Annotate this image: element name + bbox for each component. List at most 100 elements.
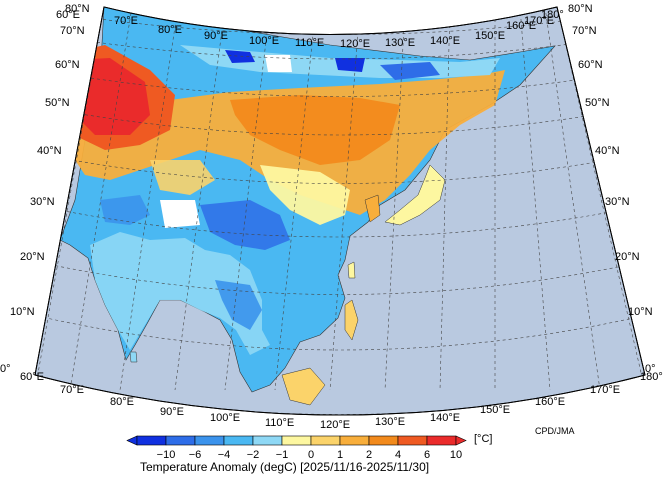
longitude-label-top: 160°E bbox=[506, 20, 536, 32]
longitude-label-bottom: 70°E bbox=[60, 384, 84, 396]
longitude-label-top: 120°E bbox=[340, 38, 370, 50]
latitude-line bbox=[35, 65, 645, 97]
anomaly-zone-blue-2 bbox=[215, 280, 262, 330]
colorbar-bin bbox=[368, 435, 399, 446]
landmass-sri-lanka bbox=[129, 351, 138, 363]
longitude-label-top: 150°E bbox=[475, 30, 505, 42]
latitude-label-left: 60°N bbox=[55, 59, 80, 71]
latitude-line bbox=[35, 149, 645, 184]
longitude-label-top: 80°E bbox=[158, 24, 182, 36]
longitude-line bbox=[119, 7, 179, 391]
colorbar-tick-label: −4 bbox=[218, 449, 231, 461]
colorbar-bin bbox=[194, 435, 225, 446]
latitude-label-right: 60°N bbox=[578, 59, 603, 71]
colorbar-bin bbox=[223, 435, 254, 446]
latitude-line bbox=[35, 102, 645, 136]
no-data-patch-1 bbox=[160, 200, 200, 228]
latitude-label-right: 30°N bbox=[605, 196, 630, 208]
landmass-philippines bbox=[344, 299, 359, 341]
colorbar-arrow-right bbox=[455, 435, 467, 446]
longitude-label-bottom: 80°E bbox=[110, 396, 134, 408]
longitude-line bbox=[439, 7, 451, 391]
longitude-line bbox=[174, 7, 226, 391]
colorbar-bin bbox=[252, 435, 283, 446]
colorbar-tick-label: 0 bbox=[308, 449, 314, 461]
latitude-label-left: 0° bbox=[0, 363, 11, 375]
latitude-label-left: 10°N bbox=[10, 306, 35, 318]
longitude-label-bottom: 100°E bbox=[210, 412, 240, 424]
longitude-label-bottom: 60°E bbox=[20, 371, 44, 383]
colorbar-tick-label: −6 bbox=[189, 449, 202, 461]
credit-label: CPD/JMA bbox=[535, 426, 575, 436]
longitude-line bbox=[274, 7, 317, 391]
longitude-label-bottom: 110°E bbox=[265, 417, 294, 429]
longitude-label-top: 140°E bbox=[430, 35, 460, 47]
latitude-label-left: 70°N bbox=[60, 25, 85, 37]
longitude-label-bottom: 170°E bbox=[590, 384, 620, 396]
colorbar-bin bbox=[281, 435, 312, 446]
colorbar-unit-label: [°C] bbox=[474, 433, 492, 445]
latitude-labels-left: 80°N 70°N 60°N 50°N 40°N 30°N 20°N 10°N 0° bbox=[0, 3, 90, 375]
anomaly-zone-deep-blue-1 bbox=[225, 50, 255, 63]
longitude-label-bottom: 130°E bbox=[375, 416, 405, 428]
latitude-line bbox=[35, 7, 645, 35]
latitude-line bbox=[35, 201, 645, 238]
anomaly-zone-orange bbox=[230, 95, 400, 165]
longitude-labels-top: 60°E 70°E 80°E 90°E 100°E 110°E 120°E 130°E 140°… bbox=[56, 9, 564, 50]
longitude-line bbox=[519, 7, 551, 391]
longitude-label-bottom: 180° bbox=[640, 371, 663, 383]
colorbar-bin bbox=[165, 435, 196, 446]
latitude-line bbox=[35, 257, 645, 295]
latitude-labels-right: 80°N 70°N 60°N 50°N 40°N 30°N 20°N 10°N 0° bbox=[568, 3, 656, 375]
colorbar-bin bbox=[136, 435, 167, 446]
longitude-line bbox=[35, 7, 105, 391]
colorbar-bin bbox=[310, 435, 341, 446]
longitude-labels-bottom: 60°E 70°E 80°E 90°E 100°E 110°E 120°E 130°E 140°… bbox=[20, 371, 663, 431]
latitude-label-left: 20°N bbox=[20, 251, 45, 263]
no-data-patch-2 bbox=[265, 55, 292, 72]
colorbar-tick-label: 6 bbox=[424, 449, 430, 461]
latitude-label-right: 40°N bbox=[595, 145, 620, 157]
longitude-line bbox=[224, 7, 271, 391]
longitude-label-top: 130°E bbox=[385, 37, 415, 49]
longitude-label-top: 180° bbox=[541, 9, 564, 21]
graticule bbox=[35, 7, 645, 415]
anomaly-zone-yellow-china bbox=[260, 165, 350, 225]
latitude-label-left: 30°N bbox=[30, 196, 55, 208]
latitude-label-right: 0° bbox=[645, 363, 656, 375]
anomaly-zone-deep-blue-2 bbox=[335, 58, 365, 72]
colorbar: −10 −6 −4 −2 −1 0 1 2 4 6 10 bbox=[126, 435, 467, 461]
latitude-label-right: 10°N bbox=[628, 306, 653, 318]
colorbar-arrow-left bbox=[126, 435, 138, 446]
landmass-taiwan bbox=[347, 261, 356, 279]
longitude-line bbox=[384, 7, 406, 391]
longitude-label-bottom: 160°E bbox=[535, 396, 565, 408]
colorbar-bin bbox=[339, 435, 370, 446]
map-content bbox=[35, 7, 645, 415]
longitude-label-bottom: 140°E bbox=[430, 412, 460, 424]
colorbar-bin bbox=[397, 435, 428, 446]
anomaly-zone-deep-blue-3 bbox=[380, 62, 440, 80]
colorbar-tick-label: −1 bbox=[276, 449, 289, 461]
latitude-label-right: 80°N bbox=[568, 3, 593, 15]
longitude-line bbox=[544, 7, 601, 391]
anomaly-zone-blue-1 bbox=[200, 200, 290, 250]
longitude-label-bottom: 150°E bbox=[480, 404, 510, 416]
landmass-japan bbox=[384, 164, 446, 226]
latitude-label-right: 20°N bbox=[615, 251, 640, 263]
longitude-label-top: 170°E bbox=[524, 15, 554, 27]
anomaly-zone-yellow-2 bbox=[150, 160, 215, 195]
colorbar-tick-label: −2 bbox=[247, 449, 260, 461]
longitude-label-top: 70°E bbox=[114, 15, 138, 27]
longitude-label-bottom: 90°E bbox=[160, 406, 184, 418]
anomaly-zone-blue-3 bbox=[100, 195, 150, 225]
colorbar-tick-label: −10 bbox=[157, 449, 176, 461]
map-caption: Temperature Anomaly (degC) [2025/11/16-2… bbox=[140, 460, 429, 474]
longitude-line bbox=[329, 7, 361, 391]
longitude-line bbox=[69, 7, 133, 391]
latitude-label-left: 40°N bbox=[37, 145, 62, 157]
landmass-korea bbox=[364, 194, 381, 223]
anomaly-zone-lightcyan bbox=[90, 232, 270, 355]
